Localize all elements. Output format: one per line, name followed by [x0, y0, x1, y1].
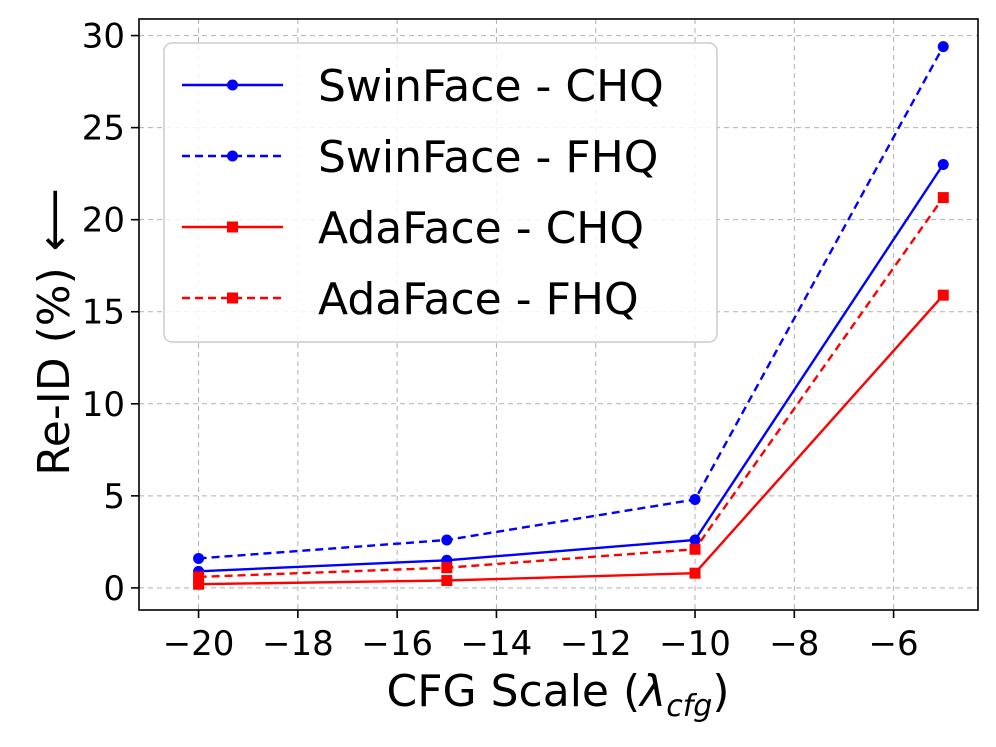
series-2 [193, 289, 949, 590]
data-point [193, 571, 205, 583]
axis-ticks: −20 −18 −16 −14 −12 −10 −8 −6 0 5 10 15 20 25 30 [82, 17, 919, 664]
legend-box [163, 42, 718, 343]
legend-label: AdaFace - FHQ [318, 274, 639, 325]
y-axis-title-group: Re-ID (%) ⟵ [29, 188, 80, 476]
legend-item: AdaFace - FHQ [182, 274, 639, 325]
data-point [937, 158, 949, 170]
x-axis-title-subscript: cfg [666, 689, 712, 724]
data-point [193, 552, 205, 564]
legend-label: AdaFace - CHQ [318, 203, 644, 254]
series-line [198, 46, 945, 560]
series-1 [193, 41, 949, 564]
legend-marker [227, 79, 238, 91]
x-tick-label: −20 [163, 624, 235, 664]
x-tick-label: −10 [659, 624, 731, 664]
data-point [441, 534, 453, 546]
y-tick-label: 0 [103, 569, 125, 609]
legend-marker [227, 221, 238, 233]
y-tick-label: 20 [82, 201, 125, 241]
y-tick-label: 5 [103, 477, 125, 517]
x-tick-label: −14 [461, 624, 533, 664]
legend-label: SwinFace - CHQ [318, 61, 664, 112]
y-tick-label: 10 [82, 385, 125, 425]
x-axis-title-text: CFG Scale ( [387, 666, 641, 717]
y-axis-title: Re-ID (%) ⟵ [29, 188, 80, 476]
data-point [441, 562, 453, 574]
plot-frame [138, 18, 979, 611]
x-tick-label: −8 [769, 624, 819, 664]
data-point [937, 41, 949, 53]
legend-marker [227, 292, 238, 304]
x-axis-title: CFG Scale (λcfg) [387, 666, 730, 724]
series-line [198, 196, 945, 579]
series-group [193, 41, 949, 590]
series-3 [193, 192, 949, 583]
x-tick-label: −18 [262, 624, 334, 664]
data-point [689, 543, 701, 555]
y-axis-title-text: Re-ID (%) [29, 267, 80, 476]
series-line [198, 294, 945, 586]
data-point [689, 534, 701, 546]
data-point [193, 578, 205, 590]
y-tick-label: 30 [82, 17, 125, 57]
data-point [689, 494, 701, 506]
y-axis-arrow: ⟵ [29, 188, 80, 251]
x-axis-title-symbol: λ [638, 666, 666, 717]
series-line [198, 163, 945, 573]
data-point [937, 289, 949, 301]
data-point [689, 567, 701, 579]
series-0 [193, 158, 949, 577]
x-tick-label: −6 [869, 624, 919, 664]
legend-marker [227, 150, 238, 162]
legend: SwinFace - CHQ SwinFace - FHQ AdaFace - CH… [163, 42, 718, 343]
y-tick-label: 25 [82, 109, 125, 149]
x-tick-label: −16 [361, 624, 433, 664]
data-point [937, 192, 949, 204]
x-axis-title-suffix: ) [712, 666, 729, 717]
data-point [441, 575, 453, 587]
legend-item: SwinFace - FHQ [182, 132, 658, 183]
y-tick-label: 15 [82, 293, 125, 333]
legend-label: SwinFace - FHQ [318, 132, 658, 183]
legend-item: AdaFace - CHQ [182, 203, 644, 254]
x-tick-label: −12 [560, 624, 632, 664]
legend-item: SwinFace - CHQ [182, 61, 664, 112]
